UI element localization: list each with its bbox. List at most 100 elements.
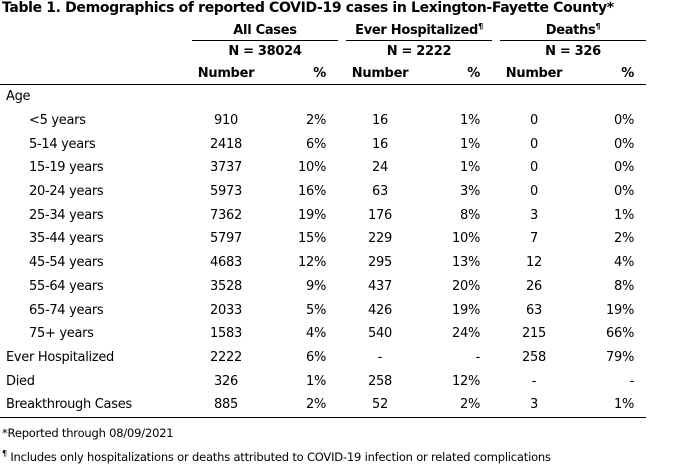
cell-number: 16 xyxy=(372,136,388,152)
header-row-n: N = 38024 N = 2222 N = 326 xyxy=(0,41,646,63)
cell-percent: 1% xyxy=(459,113,480,129)
cell-percent: 13% xyxy=(452,255,480,271)
footnote-includes-text: Includes only hospitalizations or deaths… xyxy=(6,450,551,464)
column-gap xyxy=(492,275,500,299)
column-gap xyxy=(492,298,500,322)
col-header-pct: % xyxy=(582,62,646,85)
cell-number: 540 xyxy=(368,326,392,342)
row-label: 15-19 years xyxy=(29,160,104,176)
table-row: Breakthrough Cases 885 2% 52 2% 3 1% xyxy=(0,392,646,418)
cell-percent: 8% xyxy=(459,207,480,223)
cell-number: 24 xyxy=(372,160,388,176)
column-gap xyxy=(338,251,346,275)
cell-number: 16 xyxy=(372,113,388,129)
column-gap xyxy=(338,227,346,251)
cell-percent: 0% xyxy=(613,160,634,176)
table-title: Table 1. Demographics of reported COVID-… xyxy=(2,0,614,16)
cell-percent: 4% xyxy=(613,255,634,271)
cell-number: 26 xyxy=(526,278,542,294)
cell-number: 5797 xyxy=(210,231,242,247)
cell-number: 63 xyxy=(372,184,388,200)
cell-number: 426 xyxy=(368,302,392,318)
column-gap xyxy=(492,109,500,133)
cell-percent: 8% xyxy=(613,278,634,294)
table-row: 75+ years 1583 4% 540 24% 215 66% xyxy=(0,322,646,346)
column-gap xyxy=(338,298,346,322)
cell-percent: 20% xyxy=(452,278,480,294)
column-gap xyxy=(492,346,500,370)
section-row-age: Age xyxy=(0,85,646,109)
column-gap xyxy=(492,203,500,227)
column-gap xyxy=(492,392,500,418)
cell-percent: 12% xyxy=(452,373,480,389)
cell-number: 63 xyxy=(526,302,542,318)
cell-percent: 15% xyxy=(298,231,326,247)
n-ever-hospitalized: N = 2222 xyxy=(386,44,452,59)
cell-percent: - xyxy=(629,373,635,389)
column-gap xyxy=(338,275,346,299)
group-header-all-cases: All Cases xyxy=(192,19,338,41)
col-header-pct: % xyxy=(274,62,338,85)
column-gap xyxy=(338,392,346,418)
column-gap xyxy=(492,180,500,204)
cell-number: 3737 xyxy=(210,160,242,176)
cell-percent: - xyxy=(475,349,481,365)
cell-percent: 1% xyxy=(582,392,646,418)
column-gap xyxy=(492,156,500,180)
footnote-mark: ¶ xyxy=(2,449,7,458)
cell-number: 3 xyxy=(530,207,538,223)
cell-percent: 2% xyxy=(274,392,338,418)
column-gap xyxy=(338,203,346,227)
row-label: Breakthrough Cases xyxy=(0,392,192,418)
cell-percent: 1% xyxy=(459,160,480,176)
cell-number: 4683 xyxy=(210,255,242,271)
table-row: 20-24 years 5973 16% 63 3% 0 0% xyxy=(0,180,646,204)
cell-number: - xyxy=(377,349,383,365)
cell-percent: 9% xyxy=(305,278,326,294)
column-gap xyxy=(338,322,346,346)
group-header-deaths: Deaths¶ xyxy=(500,19,646,41)
cell-number: 229 xyxy=(368,231,392,247)
column-gap xyxy=(492,132,500,156)
cell-percent: 24% xyxy=(452,326,480,342)
section-label-age: Age xyxy=(6,89,31,105)
column-gap xyxy=(492,322,500,346)
column-gap xyxy=(338,132,346,156)
cell-percent: 16% xyxy=(298,184,326,200)
cell-percent: 6% xyxy=(305,349,326,365)
table-row: 25-34 years 7362 19% 176 8% 3 1% xyxy=(0,203,646,227)
cell-percent: 0% xyxy=(613,113,634,129)
cell-percent: 1% xyxy=(305,373,326,389)
cell-percent: 3% xyxy=(459,184,480,200)
column-gap xyxy=(338,109,346,133)
table-row: 55-64 years 3528 9% 437 20% 26 8% xyxy=(0,275,646,299)
cell-percent: 0% xyxy=(613,184,634,200)
table-row: 5-14 years 2418 6% 16 1% 0 0% xyxy=(0,132,646,156)
row-label: 25-34 years xyxy=(29,207,104,223)
cell-number: 0 xyxy=(530,184,538,200)
row-label: Died xyxy=(6,373,35,389)
table-row: Died 326 1% 258 12% - - xyxy=(0,369,646,393)
cell-number: 437 xyxy=(368,278,392,294)
cell-number: 0 xyxy=(530,136,538,152)
column-gap xyxy=(492,369,500,393)
header-row-columns: Number % Number % Number % xyxy=(0,62,646,85)
column-gap xyxy=(338,369,346,393)
cell-percent: 6% xyxy=(305,136,326,152)
cell-percent: 12% xyxy=(298,255,326,271)
table-row: Ever Hospitalized 2222 6% - - 258 79% xyxy=(0,346,646,370)
cell-number: 0 xyxy=(530,113,538,129)
cell-number: 5973 xyxy=(210,184,242,200)
cell-percent: 5% xyxy=(305,302,326,318)
cell-number: 0 xyxy=(530,160,538,176)
col-header-number: Number xyxy=(192,62,274,85)
row-label: 75+ years xyxy=(29,326,94,342)
footnote-reported: *Reported through 08/09/2021 xyxy=(2,426,174,440)
cell-number: 1583 xyxy=(210,326,242,342)
table-row: <5 years 910 2% 16 1% 0 0% xyxy=(0,109,646,133)
column-gap xyxy=(492,251,500,275)
row-label: 45-54 years xyxy=(29,255,104,271)
cell-number: 295 xyxy=(368,255,392,271)
cell-number: 2222 xyxy=(210,349,242,365)
cell-number: 52 xyxy=(346,392,428,418)
